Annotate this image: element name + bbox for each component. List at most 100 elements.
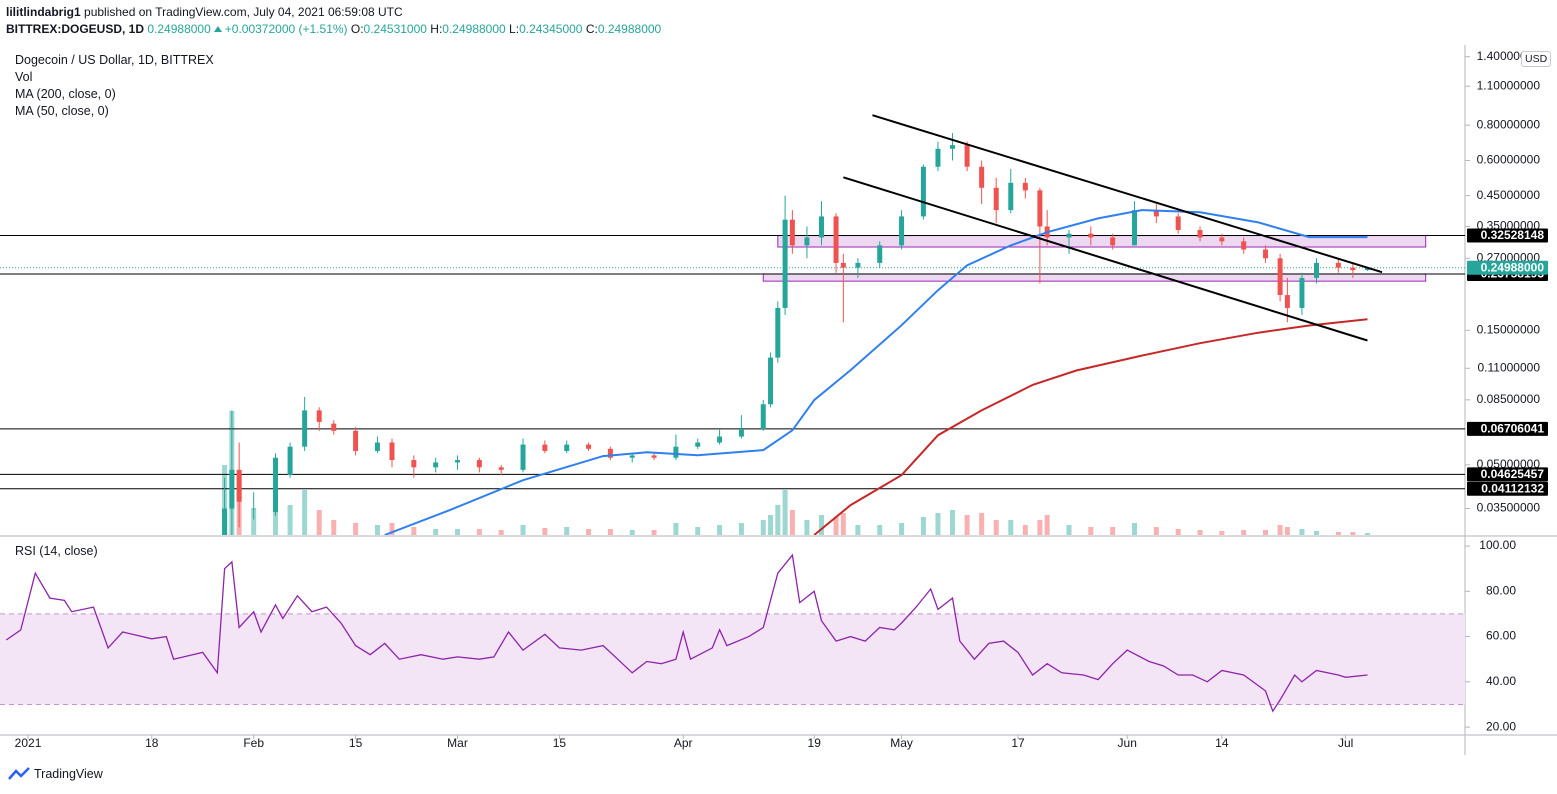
volume-bar bbox=[1197, 530, 1203, 535]
y-tick-label: 1.10000000 bbox=[1477, 78, 1541, 92]
y-tick-label: 100.00 bbox=[1479, 538, 1516, 552]
volume-bar bbox=[1088, 527, 1094, 535]
x-tick-label: Apr bbox=[674, 736, 693, 750]
x-tick-label: Jul bbox=[1338, 736, 1353, 750]
candle-body bbox=[1153, 210, 1159, 217]
up-arrow bbox=[213, 26, 222, 32]
volume-bar bbox=[374, 525, 380, 535]
volume-bar bbox=[738, 523, 744, 535]
candle-body bbox=[229, 469, 235, 509]
quote-label: L: bbox=[509, 22, 520, 36]
volume-bar bbox=[768, 515, 774, 535]
volume-bar bbox=[498, 530, 504, 535]
x-tick-label: 19 bbox=[808, 736, 822, 750]
volume-bar bbox=[251, 510, 257, 535]
level-label-box bbox=[1467, 228, 1548, 243]
volume-bar bbox=[353, 523, 359, 535]
candle-body bbox=[782, 219, 788, 308]
x-tick-label: Feb bbox=[243, 736, 264, 750]
y-tick-label: 0.15000000 bbox=[1477, 322, 1541, 336]
x-tick-label: May bbox=[890, 736, 913, 750]
volume-bar bbox=[855, 525, 861, 535]
quote-value: 0.24988000 bbox=[597, 22, 662, 36]
volume-bar bbox=[840, 513, 846, 535]
last-price-box bbox=[1467, 260, 1548, 275]
candle-body bbox=[877, 245, 883, 263]
candle-body bbox=[433, 462, 439, 468]
volume-bar bbox=[287, 505, 293, 535]
volume-bar bbox=[1241, 530, 1247, 535]
candle-body bbox=[993, 187, 999, 211]
candle-body bbox=[1364, 267, 1370, 271]
volume-bar bbox=[935, 513, 941, 535]
candle-body bbox=[251, 508, 257, 510]
candle-body bbox=[1335, 262, 1341, 268]
candle-body bbox=[775, 307, 781, 358]
quote-value: 0.24531000 bbox=[363, 22, 427, 36]
currency-button[interactable]: USD bbox=[1521, 51, 1552, 67]
ohlc: O:0.24531000 H:0.24988000 L:0.24345000 C… bbox=[351, 22, 661, 36]
x-tick-label: 15 bbox=[349, 736, 363, 750]
symbol: BITTREX:DOGEUSD, 1D bbox=[6, 22, 145, 36]
volume-bar bbox=[564, 527, 570, 535]
footer: TradingView bbox=[8, 767, 103, 781]
volume-bar bbox=[1153, 527, 1159, 535]
x-tick-label: 17 bbox=[1011, 736, 1025, 750]
volume-bar bbox=[1299, 529, 1305, 535]
volume-bar bbox=[717, 525, 723, 535]
y-tick-label: 80.00 bbox=[1486, 583, 1516, 597]
candle-body bbox=[273, 457, 279, 513]
candle-body bbox=[899, 216, 905, 246]
moving-average bbox=[813, 318, 1368, 535]
candle-body bbox=[673, 446, 679, 458]
rsi-line bbox=[5, 553, 1368, 713]
volume-bar bbox=[950, 510, 956, 535]
candle-body bbox=[768, 357, 774, 405]
rsi-pane bbox=[0, 553, 1465, 713]
volume-bar bbox=[389, 523, 395, 535]
candle-body bbox=[950, 145, 956, 149]
candle-body bbox=[586, 444, 592, 449]
candle-body bbox=[455, 460, 461, 463]
volume-bar bbox=[1132, 523, 1138, 535]
candle-body bbox=[964, 145, 970, 167]
candle-body bbox=[1110, 237, 1116, 246]
level-label: 0.04112132 bbox=[1481, 481, 1544, 495]
candle-body bbox=[498, 467, 504, 470]
volume-bar bbox=[964, 515, 970, 535]
volume-bar bbox=[607, 529, 613, 535]
volume-bar bbox=[1364, 533, 1370, 535]
logo bbox=[8, 767, 30, 780]
volume-bar bbox=[1219, 531, 1225, 535]
volume-bar bbox=[1022, 525, 1028, 535]
volume-bar bbox=[775, 505, 781, 535]
volume-bar bbox=[789, 510, 795, 535]
level-label: 0.32528148 bbox=[1481, 228, 1545, 242]
volume-bar bbox=[1284, 527, 1290, 535]
volume-bar bbox=[651, 530, 657, 535]
zone bbox=[762, 273, 1427, 282]
volume-bar bbox=[673, 523, 679, 535]
volume-bar bbox=[1175, 529, 1181, 535]
volume-bar bbox=[979, 513, 985, 535]
volume-bar bbox=[804, 520, 810, 535]
quote-label: C: bbox=[585, 22, 598, 36]
quote-label: O: bbox=[350, 22, 364, 36]
user: lilitlindabrig1 bbox=[6, 5, 81, 19]
x-tick-label: 14 bbox=[1215, 736, 1229, 750]
volume-bar bbox=[1335, 532, 1341, 535]
level-label-box bbox=[1467, 467, 1548, 482]
volume-bar bbox=[520, 525, 526, 535]
legend-ma50: MA (50, close, 0) bbox=[15, 104, 109, 118]
candle-body bbox=[1197, 230, 1203, 238]
y-tick-label: 0.80000000 bbox=[1477, 117, 1541, 131]
level-label: 0.04625457 bbox=[1481, 467, 1545, 481]
candle-body bbox=[1132, 210, 1138, 246]
volume-bar bbox=[760, 520, 766, 535]
legend-rsi: RSI (14, close) bbox=[15, 544, 98, 558]
volume-bar bbox=[1313, 531, 1319, 535]
published: published on TradingView.com, July 04, 2… bbox=[84, 5, 403, 19]
volume-bar bbox=[1008, 520, 1014, 535]
volume-bar bbox=[302, 490, 308, 535]
